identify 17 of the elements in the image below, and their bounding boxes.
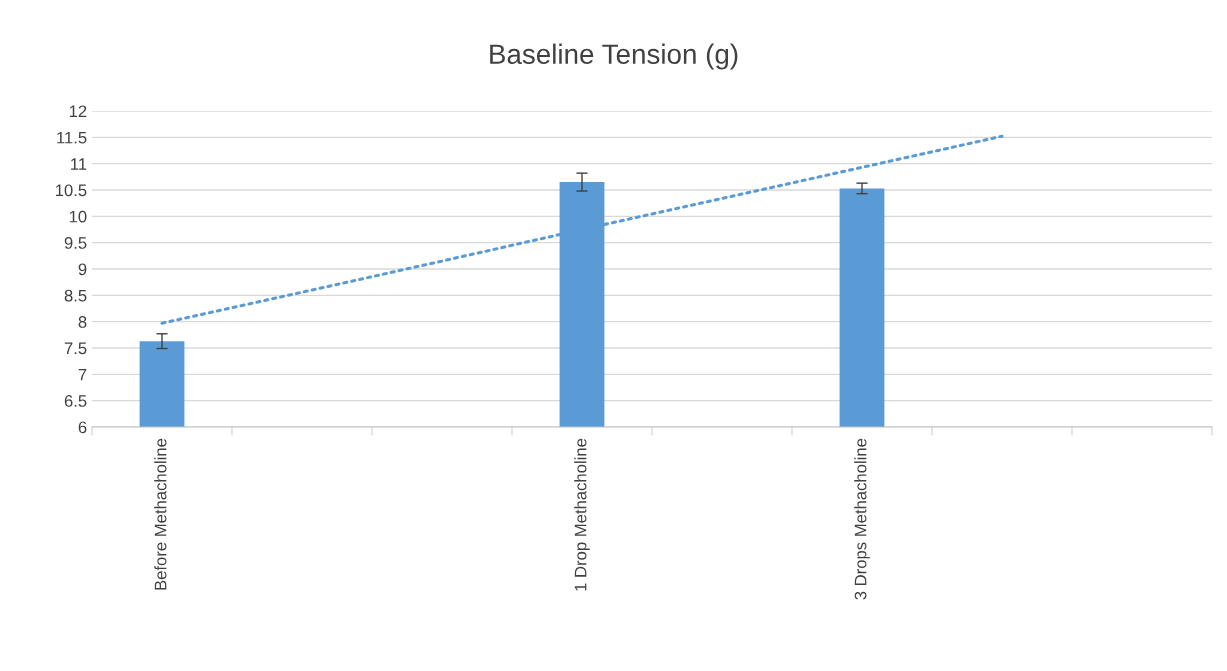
x-tick-label: 3 Drops Methacholine — [854, 438, 870, 600]
y-tick-label: 7 — [78, 368, 87, 381]
y-tick-label: 9.5 — [64, 237, 87, 249]
x-tick-label: Before Methacholine — [154, 438, 167, 590]
y-tick-label: 10 — [69, 210, 87, 223]
y-tick-label: 8 — [78, 316, 87, 328]
x-tick-label: 1 Drop Methacholine — [574, 438, 590, 591]
y-tick-label: 10.5 — [55, 184, 87, 197]
y-tick-label: 6.5 — [64, 395, 87, 407]
y-tick-label: 8.5 — [64, 289, 87, 302]
chart-title: Baseline Tension (g) — [490, 43, 738, 70]
y-tick-label: 12 — [69, 105, 87, 118]
y-tick-label: 7.5 — [64, 342, 87, 355]
y-tick-label: 11.5 — [57, 131, 87, 144]
y-tick-label: 11 — [71, 158, 87, 170]
y-tick-label: 9 — [78, 263, 87, 276]
y-tick-label: 6 — [78, 421, 87, 434]
